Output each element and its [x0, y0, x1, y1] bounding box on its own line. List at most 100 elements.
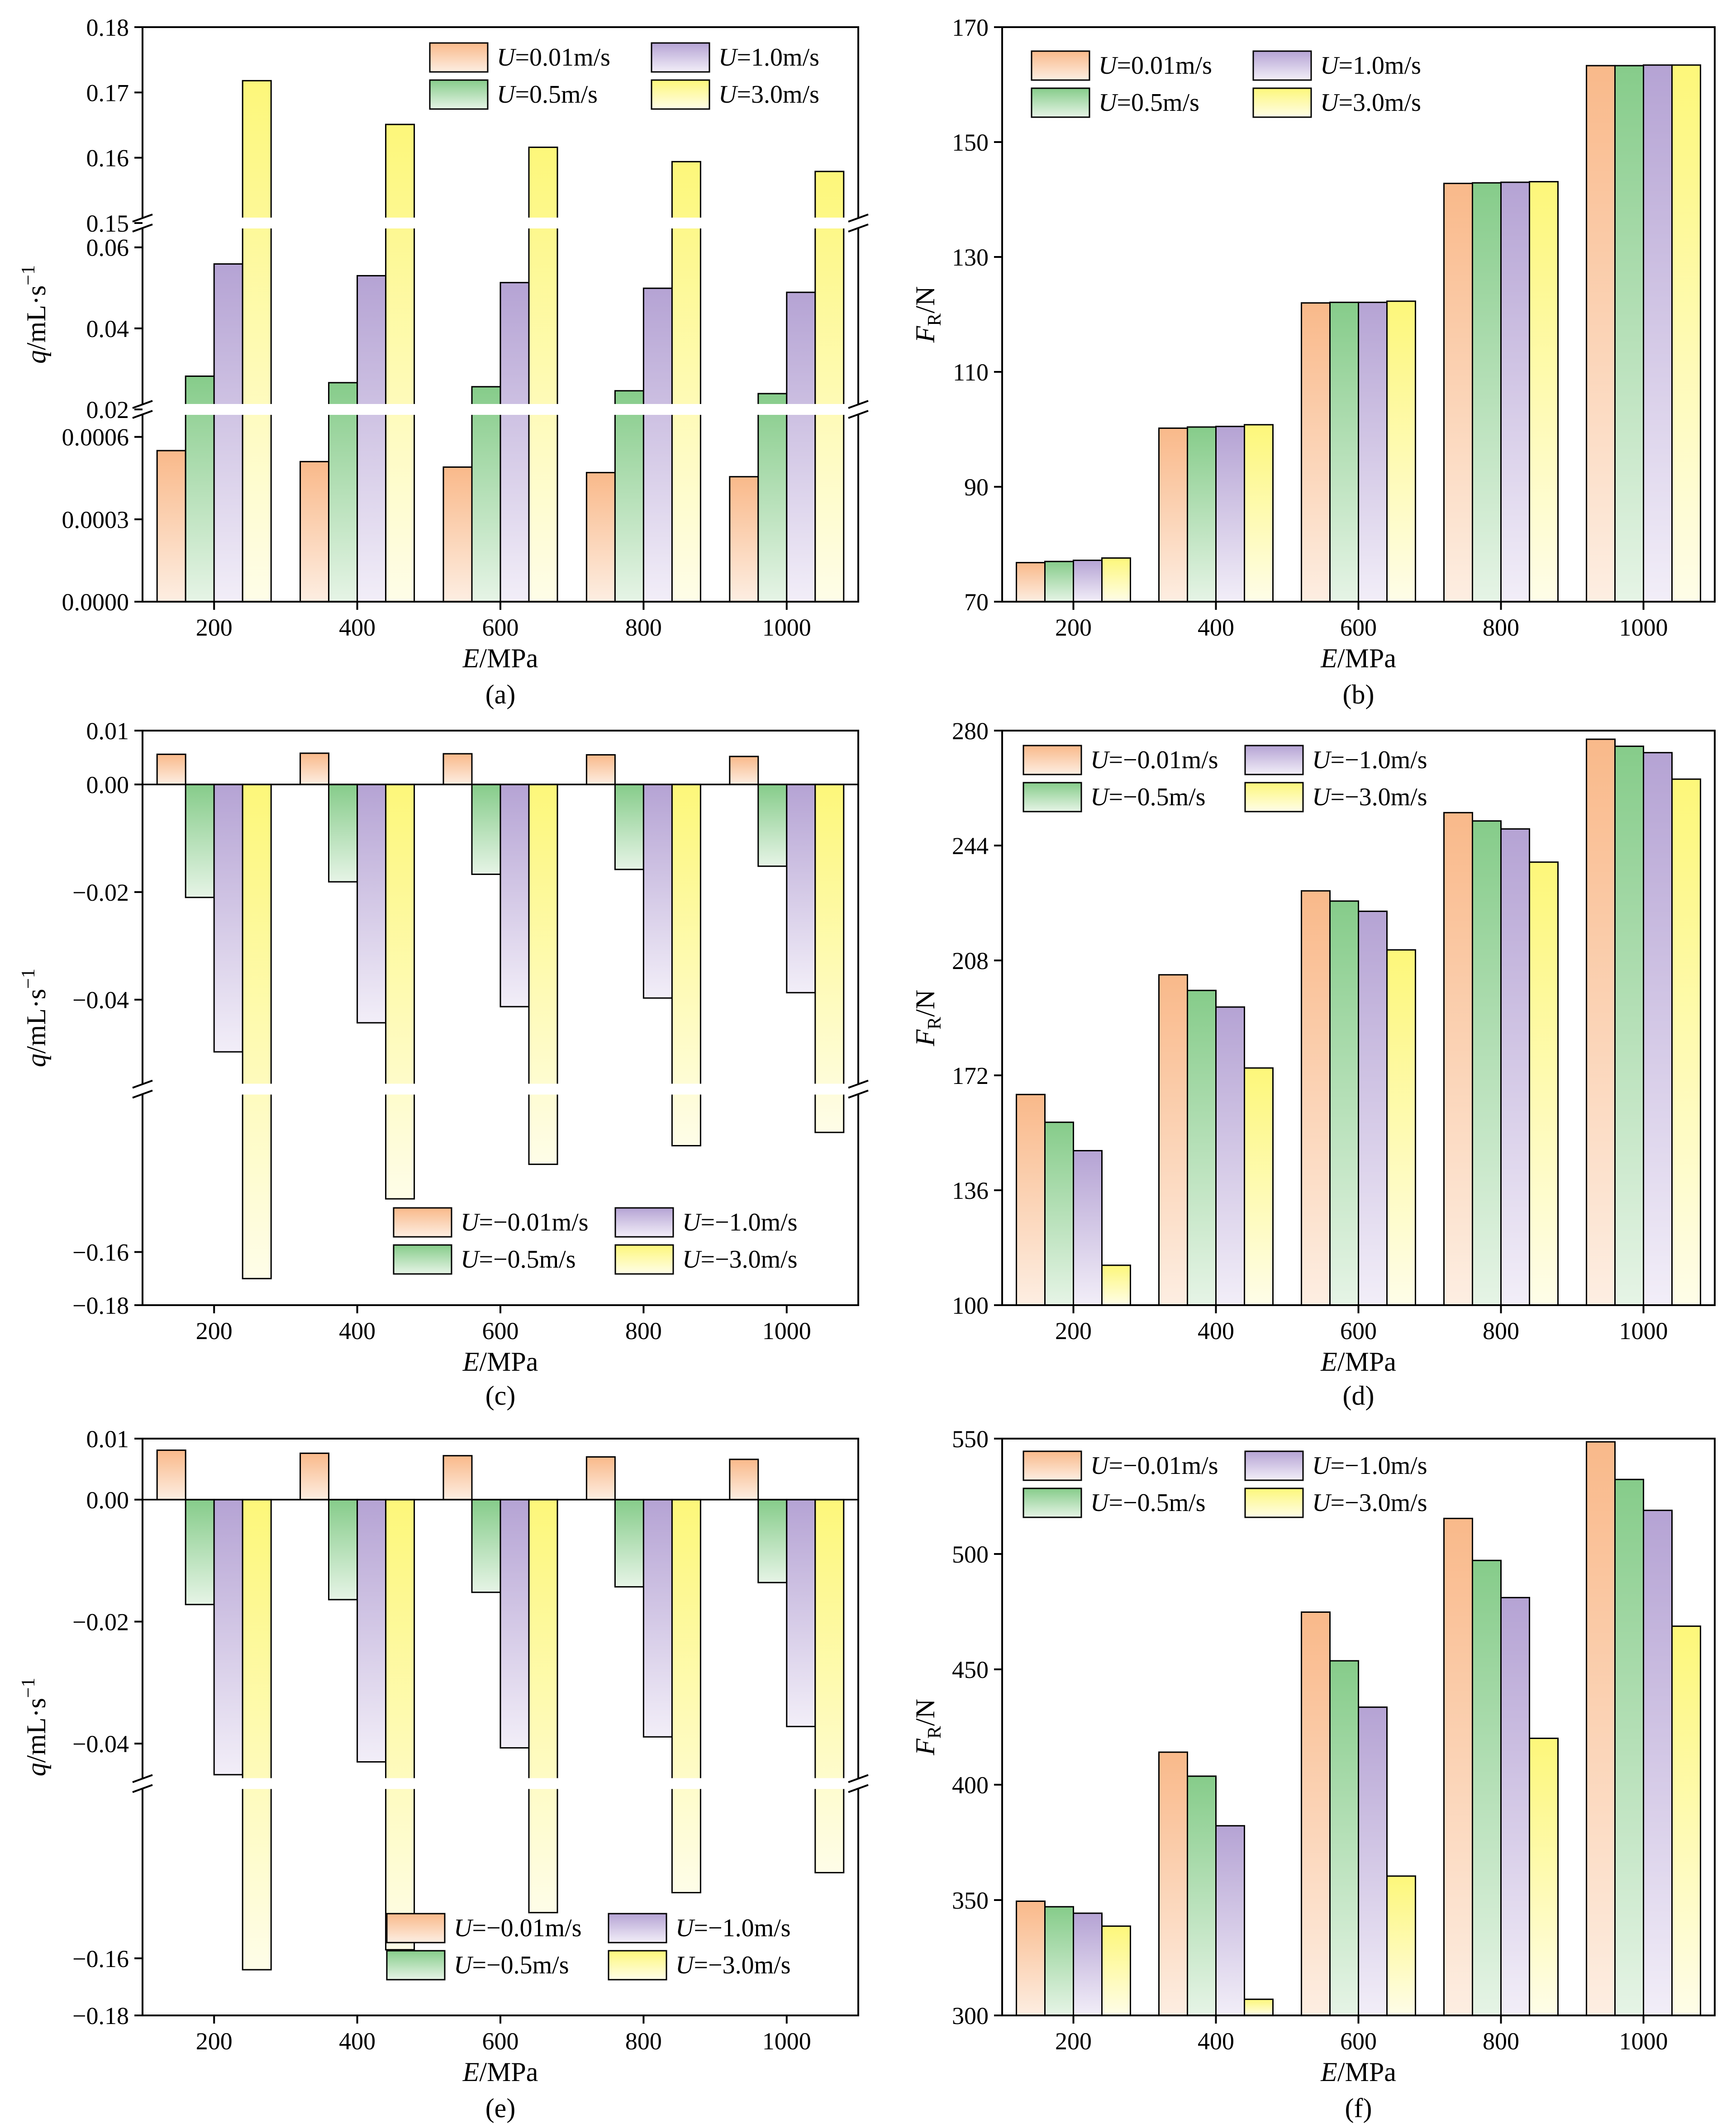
- bar-d-s4-1000: [1671, 778, 1701, 1306]
- bar-d-s3-1000: [1643, 752, 1673, 1306]
- x-axis-label: E/MPa: [462, 1347, 538, 1377]
- legend-item-4: U=−3.0m/s: [1244, 1487, 1427, 1518]
- y-tick-label: 0.0003: [62, 506, 129, 533]
- bar-a-s4-200: [242, 80, 272, 603]
- bar-f-s3-800: [1500, 1597, 1530, 2016]
- x-tick-label: 600: [1340, 2028, 1377, 2055]
- x-axis-label: E/MPa: [1320, 2057, 1396, 2087]
- bar-b-s2-600: [1329, 301, 1359, 603]
- bar-d-s2-600: [1329, 900, 1359, 1306]
- bar-f-s4-200: [1101, 1925, 1131, 2016]
- bar-b-s4-400: [1244, 424, 1274, 603]
- y-axis-label: q/mL·s−1: [18, 1677, 51, 1776]
- bar-b-s2-1000: [1614, 65, 1644, 603]
- bar-d-s4-600: [1386, 949, 1416, 1306]
- x-axis-label: E/MPa: [462, 2057, 538, 2087]
- legend-item-2: U=0.5m/s: [429, 79, 598, 110]
- bar-a-s1-200: [156, 450, 186, 603]
- chart-panel-f: 300 350 400 450 500 550 200 400 600 800 1000 E/MPa F…: [910, 1426, 1716, 2123]
- axis-break-mark: [848, 1784, 869, 1793]
- legend-swatch: [386, 1950, 446, 1981]
- bar-a-s1-1000: [729, 476, 759, 603]
- x-tick-label: 1000: [762, 614, 811, 641]
- axis-break-mark: [132, 1089, 153, 1099]
- bar-a-s3-400: [357, 275, 387, 603]
- bar-d-s2-1000: [1614, 746, 1644, 1306]
- bar-b-s3-200: [1073, 560, 1103, 603]
- bar-a-s2-400: [328, 382, 358, 603]
- x-tick-label: 1000: [762, 1317, 811, 1345]
- x-tick-label: 200: [196, 614, 233, 641]
- axis-break-gap: [133, 404, 867, 415]
- legend-swatch: [608, 1950, 667, 1981]
- bar-d-s2-200: [1044, 1121, 1074, 1306]
- legend-item-3: U=−1.0m/s: [1244, 1450, 1427, 1481]
- legend-swatch: [1244, 1487, 1304, 1518]
- legend-label: U=−1.0m/s: [675, 1914, 791, 1942]
- y-tick-label: 550: [952, 1426, 989, 1453]
- bar-a-s2-600: [471, 386, 501, 603]
- bar-b-s3-600: [1358, 301, 1388, 603]
- legend-label: U=−0.01m/s: [1090, 1452, 1218, 1480]
- bar-d-s4-400: [1244, 1067, 1274, 1306]
- bar-f-s4-400: [1244, 1998, 1274, 2016]
- y-tick-label: 244: [952, 832, 989, 860]
- legend-label: U=−0.5m/s: [1090, 783, 1206, 811]
- legend-swatch: [429, 42, 489, 73]
- legend-item-2: U=−0.5m/s: [386, 1950, 569, 1981]
- bar-a-s4-400: [385, 124, 415, 603]
- y-tick-label: 172: [952, 1062, 989, 1089]
- legend-swatch: [1023, 745, 1082, 775]
- y-axis-label: q/mL·s−1: [18, 265, 51, 364]
- bar-b-s3-800: [1500, 181, 1530, 603]
- bar-f-s4-1000: [1671, 1625, 1701, 2016]
- y-tick-label: −0.02: [72, 1608, 129, 1635]
- bar-d-s2-400: [1187, 989, 1217, 1306]
- bar-b-s4-600: [1386, 300, 1416, 603]
- bar-c-s1-600: [442, 753, 473, 785]
- legend-swatch: [1244, 1450, 1304, 1481]
- bar-d-s4-800: [1529, 861, 1559, 1306]
- bar-f-s4-800: [1529, 1737, 1559, 2016]
- bar-a-s3-1000: [786, 291, 816, 603]
- legend-label: U=−1.0m/s: [1312, 746, 1427, 774]
- legend-item-3: U=−1.0m/s: [608, 1913, 791, 1943]
- y-axis-label: FR/N: [910, 286, 945, 343]
- bar-d-s1-400: [1158, 974, 1188, 1306]
- legend-swatch: [1244, 745, 1304, 775]
- panel-label: (f): [1345, 2093, 1372, 2123]
- legend-item-4: U=−3.0m/s: [608, 1950, 791, 1981]
- legend-item-1: U=−0.01m/s: [386, 1913, 582, 1943]
- y-tick-label: 130: [952, 244, 989, 271]
- bar-e-s3-200: [213, 1499, 243, 1776]
- bar-a-s2-800: [614, 390, 644, 603]
- x-tick-label: 200: [1055, 1317, 1092, 1345]
- legend-swatch: [614, 1207, 674, 1238]
- axis-break-mark: [132, 410, 153, 419]
- legend-item-1: U=0.01m/s: [429, 42, 610, 73]
- bar-e-s1-400: [300, 1452, 330, 1501]
- bar-b-s3-1000: [1643, 64, 1673, 603]
- y-tick-label: 0.00: [86, 771, 129, 798]
- bar-d-s3-200: [1073, 1150, 1103, 1306]
- axis-break-mark: [848, 1079, 869, 1089]
- legend-swatch: [608, 1913, 667, 1943]
- bar-d-s1-200: [1016, 1093, 1046, 1306]
- bar-c-s2-400: [328, 784, 358, 883]
- axis-break-mark: [132, 223, 153, 233]
- axis-break-mark: [132, 1774, 153, 1783]
- bar-b-s2-400: [1187, 426, 1217, 603]
- y-tick-label: −0.16: [72, 1239, 129, 1266]
- x-tick-label: 1000: [1619, 2028, 1668, 2055]
- y-tick-label: −0.18: [72, 1292, 129, 1319]
- bar-a-s1-400: [300, 461, 330, 603]
- bar-e-s4-400: [385, 1499, 415, 1951]
- x-tick-label: 1000: [762, 2028, 811, 2055]
- axis-break-gap: [133, 1778, 867, 1789]
- legend-swatch: [393, 1244, 452, 1275]
- bar-b-s4-200: [1101, 557, 1131, 603]
- bar-f-s1-400: [1158, 1751, 1188, 2016]
- axis-break-gap: [133, 1083, 867, 1095]
- bar-b-s2-200: [1044, 561, 1074, 603]
- y-tick-label: 70: [964, 589, 989, 616]
